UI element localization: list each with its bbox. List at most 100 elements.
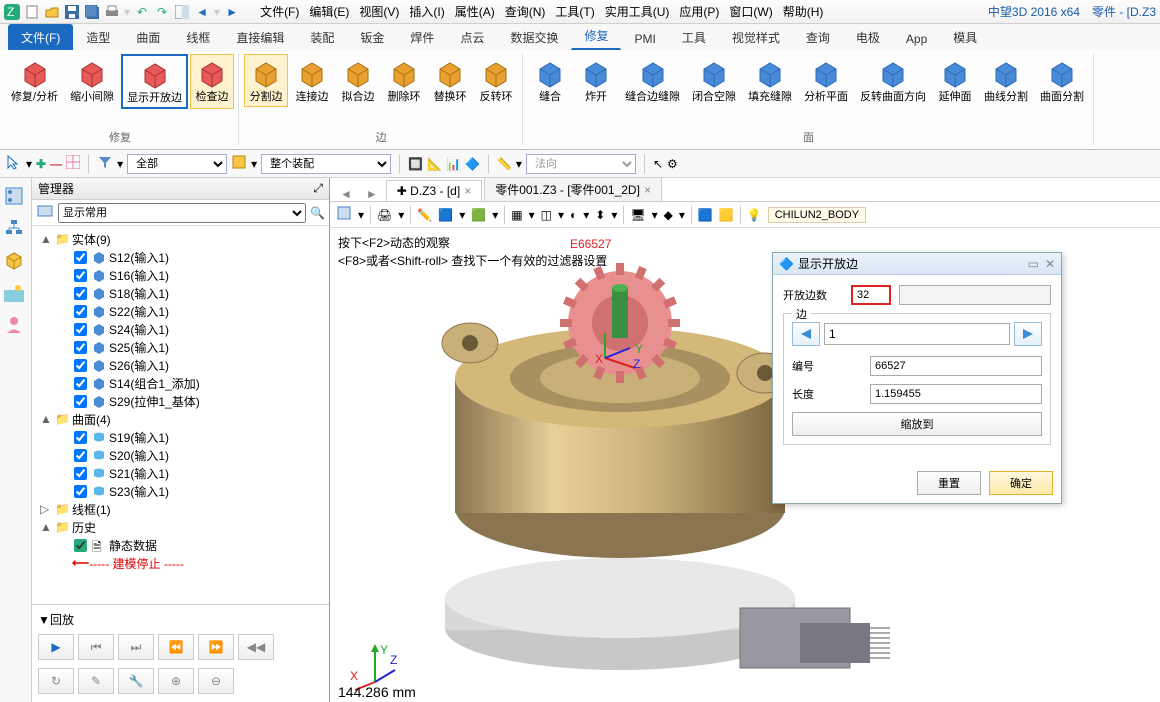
zoom-to-button[interactable]: 缩放到: [792, 412, 1042, 436]
tab-close-icon[interactable]: ×: [644, 183, 651, 197]
cube-icon[interactable]: 🟦: [438, 208, 453, 222]
tree-item[interactable]: S16(输入1): [36, 266, 325, 284]
display-filter[interactable]: 显示常用: [58, 203, 306, 223]
direction-combo[interactable]: 法向: [526, 154, 636, 174]
tab-nav-left-icon[interactable]: ◄: [334, 187, 358, 201]
tree-display-icon[interactable]: [36, 202, 54, 223]
tree-folder[interactable]: ▲📁实体(9): [36, 230, 325, 248]
ribbon-button[interactable]: 填充缝隙: [743, 54, 797, 107]
ribbon-button[interactable]: 炸开: [574, 54, 618, 107]
ribbon-tab[interactable]: 点云: [447, 24, 497, 50]
model-tree[interactable]: ▲📁实体(9)S12(输入1)S16(输入1)S18(输入1)S22(输入1)S…: [32, 226, 329, 604]
menu-item[interactable]: 窗口(W): [725, 1, 776, 22]
tool-1[interactable]: ↻: [38, 668, 74, 694]
menu-item[interactable]: 文件(F): [256, 1, 303, 22]
ribbon-tab[interactable]: 修复: [571, 22, 621, 50]
assembly-icon[interactable]: [231, 154, 247, 173]
pencil-icon[interactable]: ✏️: [417, 208, 432, 222]
ok-button[interactable]: 确定: [989, 471, 1053, 495]
ribbon-button[interactable]: 修复/分析: [6, 54, 63, 109]
menu-item[interactable]: 视图(V): [355, 1, 403, 22]
tree-item[interactable]: S20(输入1): [36, 446, 325, 464]
print-icon[interactable]: 🖨: [377, 208, 392, 222]
open-edge-extra-field[interactable]: [899, 285, 1051, 305]
ribbon-button[interactable]: 延伸面: [933, 54, 977, 107]
ribbon-tab[interactable]: 钣金: [347, 24, 397, 50]
prev-edge-button[interactable]: [792, 322, 820, 346]
ribbon-tab[interactable]: 模具: [940, 24, 990, 50]
tool-3[interactable]: 🔧: [118, 668, 154, 694]
ribbon-tab[interactable]: App: [893, 27, 940, 50]
open-edge-count-field[interactable]: [851, 285, 891, 305]
tree-folder[interactable]: ▲📁曲面(4): [36, 410, 325, 428]
ribbon-tab[interactable]: 造型: [73, 24, 123, 50]
tree-item[interactable]: S29(拉伸1_基体): [36, 392, 325, 410]
menu-item[interactable]: 编辑(E): [305, 1, 353, 22]
nav-right-icon[interactable]: ►: [224, 4, 240, 20]
tree-item[interactable]: S26(输入1): [36, 356, 325, 374]
ribbon-tab[interactable]: PMI: [621, 27, 668, 50]
menu-item[interactable]: 帮助(H): [779, 1, 828, 22]
bulb-icon[interactable]: 💡: [747, 208, 762, 222]
minus-icon[interactable]: —: [50, 157, 62, 171]
tree-item[interactable]: S22(输入1): [36, 302, 325, 320]
settings-icon[interactable]: ⚙: [667, 157, 678, 171]
view-icon-3[interactable]: 📊: [446, 157, 461, 171]
ribbon-button[interactable]: 缝合边缝隙: [620, 54, 685, 107]
step-back-button[interactable]: ⏮: [78, 634, 114, 660]
close-icon[interactable]: ✕: [1045, 257, 1055, 271]
menu-item[interactable]: 实用工具(U): [601, 1, 674, 22]
save-icon[interactable]: [64, 4, 80, 20]
tree-mode-icon[interactable]: [4, 186, 28, 210]
rewind-button[interactable]: ◀◀: [238, 634, 274, 660]
ribbon-tab[interactable]: 查询: [793, 24, 843, 50]
view-icon-2[interactable]: 📐: [427, 157, 442, 171]
plus-icon[interactable]: ✚: [36, 157, 46, 171]
menu-item[interactable]: 插入(I): [405, 1, 448, 22]
menu-item[interactable]: 工具(T): [551, 1, 598, 22]
tool-4[interactable]: ⊕: [158, 668, 194, 694]
undo-icon[interactable]: ↶: [134, 4, 150, 20]
menu-item[interactable]: 属性(A): [451, 1, 499, 22]
tree-item[interactable]: S24(输入1): [36, 320, 325, 338]
minimize-icon[interactable]: ▭: [1028, 257, 1039, 271]
skip-fwd-button[interactable]: ⏩: [198, 634, 234, 660]
scope-combo[interactable]: 整个装配: [261, 154, 391, 174]
user-icon[interactable]: [4, 314, 28, 338]
open-icon[interactable]: [44, 4, 60, 20]
document-tab[interactable]: ✚ D.Z3 - [d]×: [386, 180, 482, 201]
ribbon-button[interactable]: 分割边: [244, 54, 288, 107]
new-icon[interactable]: [24, 4, 40, 20]
ribbon-tab[interactable]: 工具: [669, 24, 719, 50]
ribbon-tab[interactable]: 直接编辑: [223, 24, 297, 50]
material-icon[interactable]: ◆: [664, 208, 673, 222]
save-all-icon[interactable]: [84, 4, 100, 20]
ribbon-button[interactable]: 检查边: [190, 54, 234, 109]
tab-nav-right-icon[interactable]: ►: [360, 187, 384, 201]
ribbon-button[interactable]: 替换环: [428, 54, 472, 107]
tab-close-icon[interactable]: ×: [464, 184, 471, 198]
redo-icon[interactable]: ↷: [154, 4, 170, 20]
ribbon-tab[interactable]: 曲面: [123, 24, 173, 50]
print-icon[interactable]: [104, 4, 120, 20]
shade-icon[interactable]: ◐: [570, 208, 577, 222]
tree-item[interactable]: ⟵----- 建模停止 -----: [36, 554, 325, 572]
document-tab[interactable]: 零件001.Z3 - [零件001_2D]×: [484, 177, 662, 201]
filter-combo[interactable]: 全部: [127, 154, 227, 174]
expand-icon[interactable]: ⤢: [313, 181, 323, 196]
tree-item[interactable]: S14(组合1_添加): [36, 374, 325, 392]
ribbon-button[interactable]: 连接边: [290, 54, 334, 107]
nav-left-icon[interactable]: ◄: [194, 4, 210, 20]
scene-icon[interactable]: [4, 282, 28, 306]
ribbon-button[interactable]: 删除环: [382, 54, 426, 107]
ribbon-tab[interactable]: 线框: [173, 24, 223, 50]
layout-icon[interactable]: ▦: [511, 208, 522, 222]
filter-icon[interactable]: [97, 154, 113, 173]
ribbon-tab[interactable]: 电极: [843, 24, 893, 50]
ribbon-button[interactable]: 曲面分割: [1035, 54, 1089, 107]
tool-5[interactable]: ⊖: [198, 668, 234, 694]
dialog-titlebar[interactable]: 🔷 显示开放边 ▭✕: [773, 253, 1061, 275]
ribbon-button[interactable]: 拟合边: [336, 54, 380, 107]
view-icon-1[interactable]: 🔲: [408, 157, 423, 171]
ribbon-button[interactable]: 曲线分割: [979, 54, 1033, 107]
